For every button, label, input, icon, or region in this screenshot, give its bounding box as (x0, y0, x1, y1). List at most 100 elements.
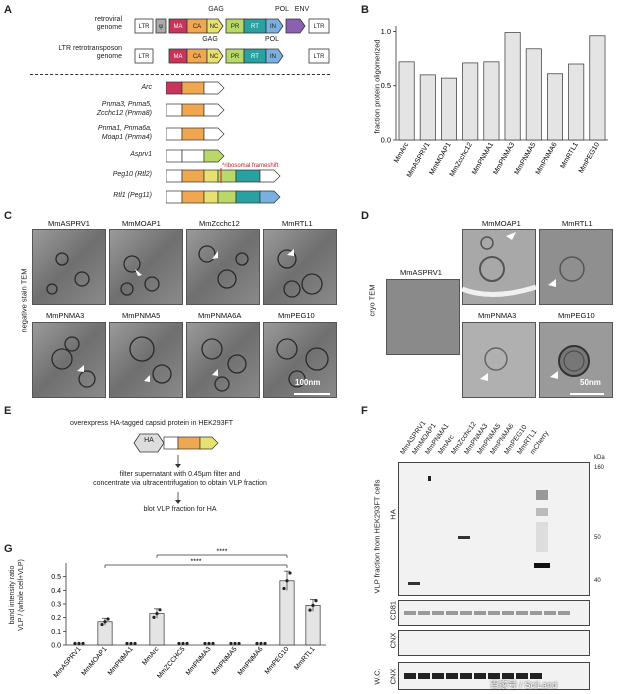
chart-g-significance: **** **** (104, 549, 288, 568)
tem-image-5 (32, 322, 106, 398)
workflow-diagram (133, 433, 219, 504)
chart-g-xtick-label: MmRTL1 (293, 646, 316, 672)
chart-g-bar (149, 613, 165, 646)
chart-b-bar (483, 61, 500, 141)
panel-e-letter: E (4, 405, 12, 417)
cryo-label-0: MmASPRV1 (400, 268, 442, 277)
cryo-label-3: MmPNMA3 (478, 311, 517, 320)
blot-cd81-label: CD81 (388, 600, 398, 621)
chart-b: 0.0 0.5 1.0 MmArcMmASPRV1MmMOAP1MmZcchc12M… (381, 26, 608, 179)
chart-g-xtick-label: MmMOAP1 (81, 646, 109, 678)
cryo-label-2: MmRTL1 (562, 219, 593, 228)
chart-g-point (181, 641, 185, 646)
chart-b-bars (398, 32, 606, 141)
blot-wc-cnx-bands (404, 673, 542, 679)
retroviral-genome-diagram (134, 18, 330, 34)
cryo-scale-label: 50nm (580, 378, 601, 387)
blot-ha-label: HA (388, 509, 398, 520)
chart-b-xtick-label: MmPNMA1 (471, 141, 495, 176)
panel-d-side-label: cryo TEM (367, 284, 377, 317)
chart-g-point (103, 620, 107, 624)
tem-image-1 (32, 229, 106, 305)
chart-g-point (237, 641, 241, 646)
frameshift-label: *ribosomal frameshift (222, 163, 279, 169)
chart-b-bar (504, 32, 521, 141)
chart-g-point (155, 611, 159, 616)
chart-g-point (100, 622, 104, 627)
chart-g-point (233, 641, 237, 646)
blot-ha (398, 462, 590, 596)
chart-b-ytick-label: 0.5 (381, 81, 391, 90)
chart-g-point (282, 586, 286, 591)
chart-g-sig-label: **** (217, 549, 228, 556)
chart-g-sig-label: **** (191, 559, 202, 566)
panel-b-letter: B (361, 4, 369, 16)
chart-g-ytick-label: 0.3 (51, 602, 61, 609)
ltr-retrotransposon-label: LTR retrotransposon genome (58, 45, 122, 60)
ltr-retrotransposon-diagram (134, 48, 330, 64)
gene-diagrams (166, 81, 281, 204)
tem-image-7 (186, 322, 260, 398)
chart-b-xtick-label: MmPNMA5 (514, 141, 538, 176)
chart-b-bar (441, 77, 457, 141)
chart-g-xtick-label: MmASPRV1 (53, 646, 83, 680)
cryo-image-pnma3 (462, 322, 536, 398)
chart-g-point (177, 641, 181, 646)
gene-pnma3: Pnma3, Pnma5, Zcchc12 (Pnma8) (96, 101, 152, 117)
chart-b-bar (525, 48, 542, 141)
cryo-image-rtl1 (539, 229, 613, 305)
step2-text: filter supernatant with 0.45μm filter an… (93, 471, 267, 487)
chart-g-ytick-label: 0.1 (51, 629, 61, 636)
chart-g-point (129, 641, 133, 646)
tem-scale-label: 100nm (295, 378, 321, 387)
gene-arc: Arc (141, 84, 153, 91)
chart-b-ytick-label: 1.0 (381, 27, 391, 36)
marker-40: 40 (594, 578, 601, 584)
wc-label: W.C. (372, 668, 382, 685)
chart-b-bar (589, 35, 606, 141)
kda-label: kDa (594, 455, 605, 461)
chart-g-point (125, 641, 129, 646)
chart-b-bar (462, 62, 479, 141)
chart-g-xtick-label: MmPEG10 (264, 646, 291, 676)
env-label: ENV (294, 6, 310, 13)
step1-text: overexpress HA-tagged capsid protein in … (70, 420, 234, 427)
chart-g-xtick-label: MmZCCHC5 (156, 646, 187, 680)
gene-rtl1: Rtl1 (Peg11) (113, 192, 152, 199)
chart-g-point (203, 641, 207, 646)
chart-b-xtick-label: MmRTL1 (560, 141, 580, 169)
tem-label-3: MmZcchc12 (199, 219, 240, 228)
gene-pnma1: Pnma1, Pnma6a, Moap1 (Pnma4) (97, 125, 152, 141)
blot-ha-bands (408, 476, 550, 585)
chart-b-bar (568, 63, 585, 141)
gene-asprv1: Asprv1 (130, 151, 152, 158)
tem-label-1: MmASPRV1 (48, 219, 90, 228)
chart-g-ytick-label: 0.2 (51, 615, 61, 622)
tem-image-3 (186, 229, 260, 305)
chart-b-xlabels: MmArcMmASPRV1MmMOAP1MmZcchc12MmPNMA1MmPN… (393, 141, 601, 179)
step3-text: blot VLP fraction for HA (143, 506, 217, 513)
gene-peg10: Peg10 (Rtl2) (112, 171, 152, 178)
chart-b-bar (419, 74, 436, 141)
chart-g-point (211, 641, 215, 646)
chart-g-point (207, 641, 211, 646)
chart-g-point (288, 571, 292, 575)
chart-g-point (133, 641, 137, 646)
chart-g-xtick-label: MmPNMA3 (185, 646, 213, 677)
chart-g-point (158, 608, 162, 612)
tem-image-4 (263, 229, 337, 305)
chart-g: 0.0 0.1 0.2 0.3 0.4 0.5 **** **** MmASPRV1MmMO… (51, 549, 326, 680)
cryo-particles (462, 232, 604, 395)
retroviral-genome-label: retroviral genome (94, 16, 122, 31)
cryo-label-1: MmMOAP1 (482, 219, 521, 228)
tem-image-8 (263, 322, 337, 398)
chart-g-xtick-label: MmPNMA5 (211, 646, 239, 677)
marker-160: 160 (594, 465, 605, 471)
blot-cnx-label: CNX (388, 632, 398, 649)
chart-g-ytick-label: 0.0 (51, 643, 61, 650)
lane-labels: MmASPRV1 MmMOAP1 MmPNMA1 MmArc MmZcchc12… (399, 419, 551, 456)
chart-g-ytick-label: 0.5 (51, 574, 61, 581)
blot-cnx (398, 630, 590, 656)
chart-b-ytick-label: 0.0 (381, 136, 391, 145)
